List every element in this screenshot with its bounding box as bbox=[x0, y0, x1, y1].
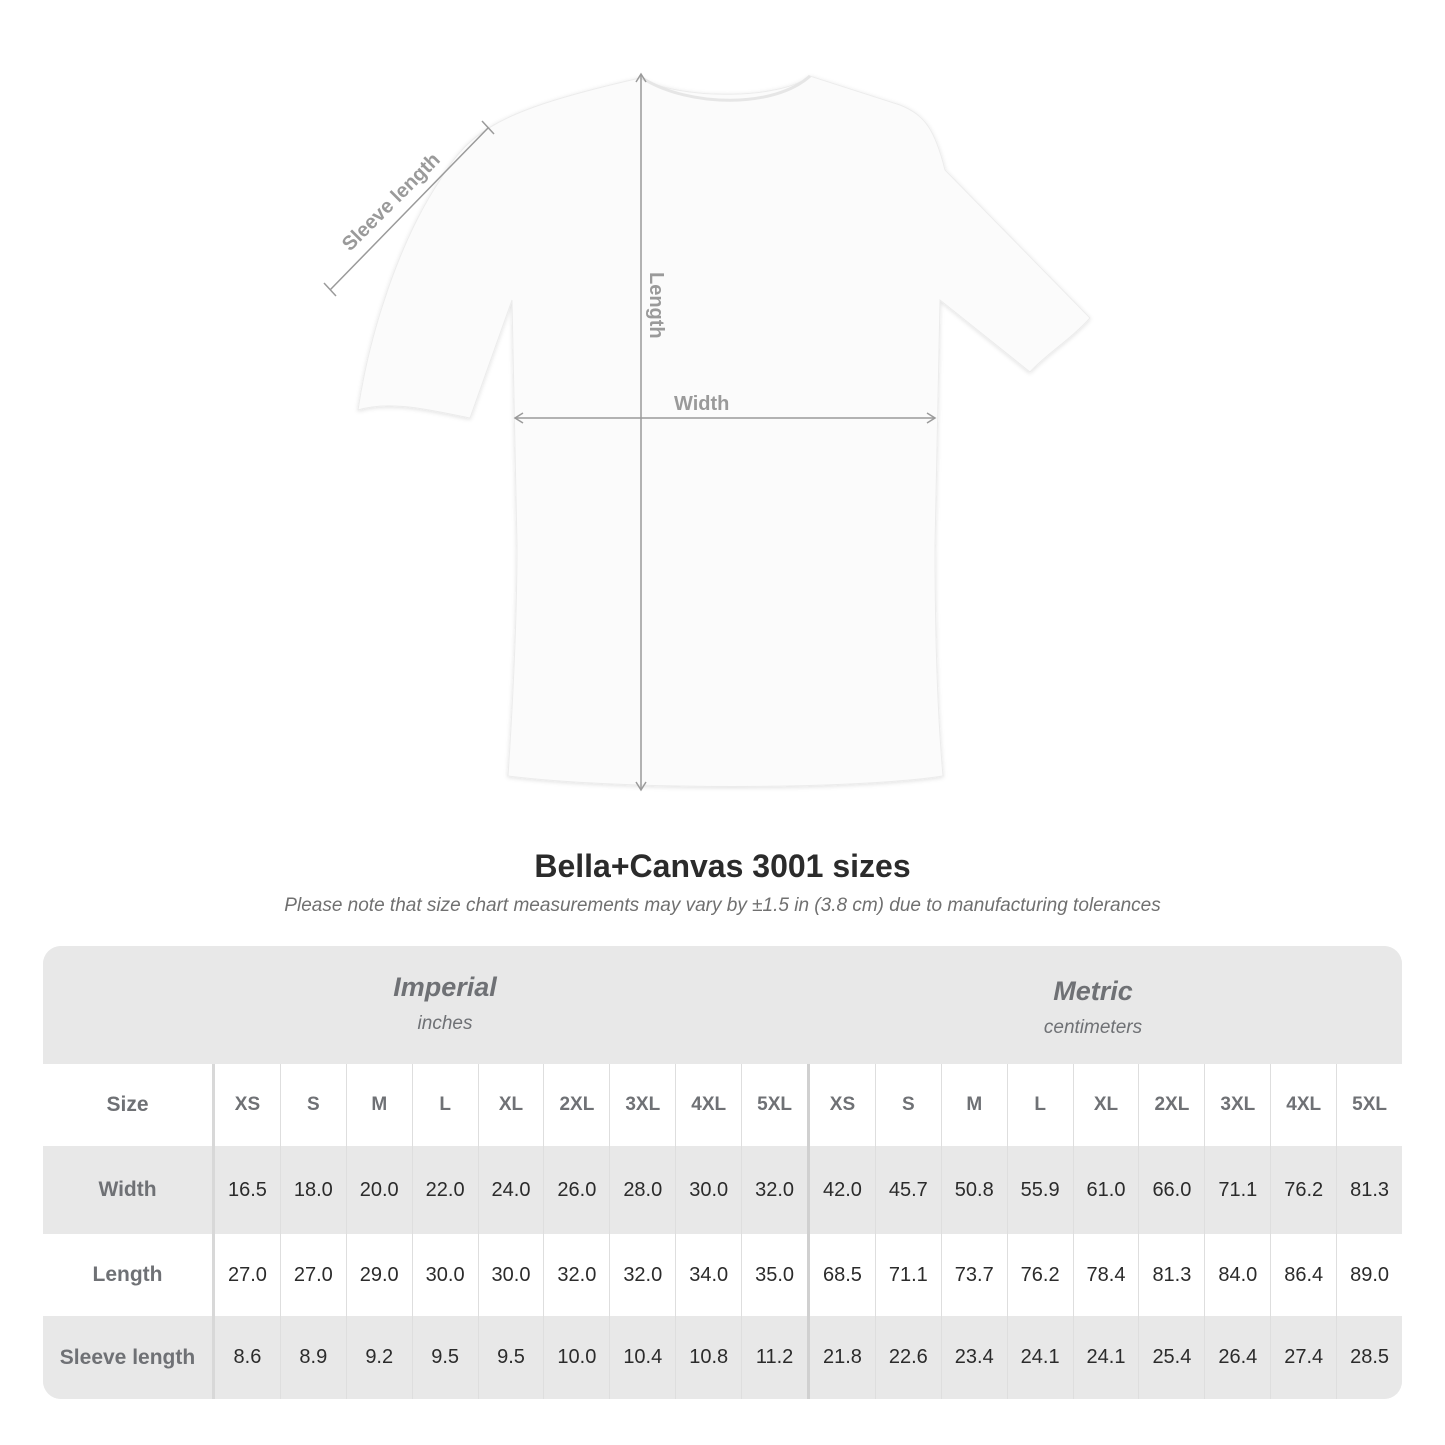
size-header-cell: XS bbox=[810, 1064, 876, 1146]
table-cell: 86.4 bbox=[1271, 1234, 1338, 1316]
table-cell: 9.2 bbox=[347, 1316, 413, 1399]
table-cell: 8.9 bbox=[281, 1316, 347, 1399]
table-cell: 32.0 bbox=[544, 1234, 611, 1316]
table-cell: 78.4 bbox=[1074, 1234, 1140, 1316]
table-cell: 29.0 bbox=[347, 1234, 413, 1316]
size-header-cell: 3XL bbox=[1205, 1064, 1272, 1146]
table-row: Sleeve length 8.6 8.9 9.2 9.5 9.5 10.0 10.4 10.8… bbox=[43, 1316, 1402, 1399]
size-header-cell: M bbox=[942, 1064, 1008, 1146]
table-cell: 22.0 bbox=[413, 1146, 479, 1234]
width-label: Width bbox=[674, 393, 729, 415]
table-cell: 24.1 bbox=[1008, 1316, 1074, 1399]
size-header-cell: L bbox=[1008, 1064, 1074, 1146]
size-header-cell: XS bbox=[215, 1064, 281, 1146]
table-cell: 45.7 bbox=[876, 1146, 942, 1234]
size-header-cell: L bbox=[413, 1064, 479, 1146]
table-cell: 89.0 bbox=[1350, 1263, 1390, 1286]
chart-title: Bella+Canvas 3001 sizes bbox=[534, 848, 911, 884]
table-cell: 81.3 bbox=[1139, 1234, 1206, 1316]
table-cell: 30.0 bbox=[479, 1234, 545, 1316]
table-cell: 42.0 bbox=[810, 1146, 876, 1234]
tshirt-shape bbox=[357, 75, 1091, 787]
table-cell: 11.2 bbox=[742, 1316, 811, 1399]
table-cell: 61.0 bbox=[1074, 1146, 1140, 1234]
size-table: Imperial inches Metric centimeters Size X… bbox=[43, 946, 1402, 1399]
table-cell: 28.5 bbox=[1350, 1346, 1390, 1368]
size-header-cell: S bbox=[281, 1064, 347, 1146]
table-cell: 20.0 bbox=[347, 1146, 413, 1234]
size-header-cell: M bbox=[347, 1064, 413, 1146]
table-cell: 73.7 bbox=[942, 1234, 1008, 1316]
metric-header: Metric centimeters bbox=[863, 976, 1323, 1039]
size-header-cell: XL bbox=[479, 1064, 545, 1146]
row-label: Length bbox=[43, 1234, 215, 1316]
table-cell: 76.2 bbox=[1008, 1234, 1074, 1316]
table-cell: 81.3 bbox=[1350, 1178, 1390, 1201]
table-cell: 30.0 bbox=[413, 1234, 479, 1316]
table-cell: 34.0 bbox=[676, 1234, 743, 1316]
table-cell: 71.1 bbox=[876, 1234, 942, 1316]
table-cell: 18.0 bbox=[281, 1146, 347, 1234]
table-cell: 30.0 bbox=[676, 1146, 743, 1234]
table-cell: 35.0 bbox=[742, 1234, 811, 1316]
size-header-cell: XL bbox=[1074, 1064, 1140, 1146]
table-cell: 27.0 bbox=[215, 1234, 281, 1316]
table-cell: 68.5 bbox=[810, 1234, 876, 1316]
table-cell: 23.4 bbox=[942, 1316, 1008, 1399]
size-header-cell: 4XL bbox=[676, 1064, 743, 1146]
table-cell: 55.9 bbox=[1008, 1146, 1074, 1234]
table-cell: 10.8 bbox=[676, 1316, 743, 1399]
table-cell: 28.0 bbox=[610, 1146, 677, 1234]
table-cell: 66.0 bbox=[1139, 1146, 1206, 1234]
length-label: Length bbox=[645, 272, 667, 339]
table-cell: 32.0 bbox=[742, 1146, 811, 1234]
imperial-header: Imperial inches bbox=[215, 972, 675, 1035]
table-cell: 9.5 bbox=[479, 1316, 545, 1399]
metric-unit: centimeters bbox=[1043, 1017, 1143, 1038]
row-label: Sleeve length bbox=[43, 1316, 215, 1399]
size-header-row: Size XS S M L XL 2XL 3XL 4XL 5XL XS S M L XL 2XL 3XL 4XL 5… bbox=[43, 1064, 1402, 1146]
imperial-title: Imperial bbox=[393, 972, 497, 1002]
table-cell: 24.1 bbox=[1074, 1316, 1140, 1399]
size-header-cell: S bbox=[876, 1064, 942, 1146]
tolerance-note: Please note that size chart measurements… bbox=[284, 895, 1161, 916]
tshirt-illustration: Sleeve length Length Width bbox=[323, 72, 1091, 792]
size-header-cell: 3XL bbox=[610, 1064, 677, 1146]
table-row: Length 27.0 27.0 29.0 30.0 30.0 32.0 32.0 34.0 35… bbox=[43, 1234, 1402, 1316]
sleeve-length-arrow bbox=[329, 127, 489, 291]
table-cell: 10.0 bbox=[544, 1316, 611, 1399]
table-cell: 84.0 bbox=[1205, 1234, 1272, 1316]
row-label: Size bbox=[43, 1064, 215, 1146]
table-cell: 27.4 bbox=[1271, 1316, 1338, 1399]
table-cell: 50.8 bbox=[942, 1146, 1008, 1234]
imperial-unit: inches bbox=[417, 1013, 473, 1034]
table-cell: 27.0 bbox=[281, 1234, 347, 1316]
table-cell: 10.4 bbox=[610, 1316, 677, 1399]
size-header-cell: 5XL bbox=[1352, 1094, 1388, 1115]
size-header-cell: 2XL bbox=[544, 1064, 611, 1146]
table-cell: 22.6 bbox=[876, 1316, 942, 1399]
table-cell: 26.4 bbox=[1205, 1316, 1272, 1399]
table-cell: 9.5 bbox=[413, 1316, 479, 1399]
table-cell: 32.0 bbox=[610, 1234, 677, 1316]
table-cell: 21.8 bbox=[810, 1316, 876, 1399]
system-header-band: Imperial inches Metric centimeters bbox=[43, 946, 1402, 1064]
size-header-cell: 4XL bbox=[1271, 1064, 1338, 1146]
table-cell: 26.0 bbox=[544, 1146, 611, 1234]
table-cell: 16.5 bbox=[215, 1146, 281, 1234]
size-header-cell: 2XL bbox=[1139, 1064, 1206, 1146]
table-row: Width 16.5 18.0 20.0 22.0 24.0 26.0 28.0 30.0 32.… bbox=[43, 1146, 1402, 1234]
table-cell: 25.4 bbox=[1139, 1316, 1206, 1399]
table-cell: 76.2 bbox=[1271, 1146, 1338, 1234]
table-cell: 71.1 bbox=[1205, 1146, 1272, 1234]
row-label: Width bbox=[43, 1146, 215, 1234]
size-header-cell: 5XL bbox=[742, 1064, 811, 1146]
metric-title: Metric bbox=[1053, 976, 1133, 1006]
table-cell: 8.6 bbox=[215, 1316, 281, 1399]
table-cell: 24.0 bbox=[479, 1146, 545, 1234]
